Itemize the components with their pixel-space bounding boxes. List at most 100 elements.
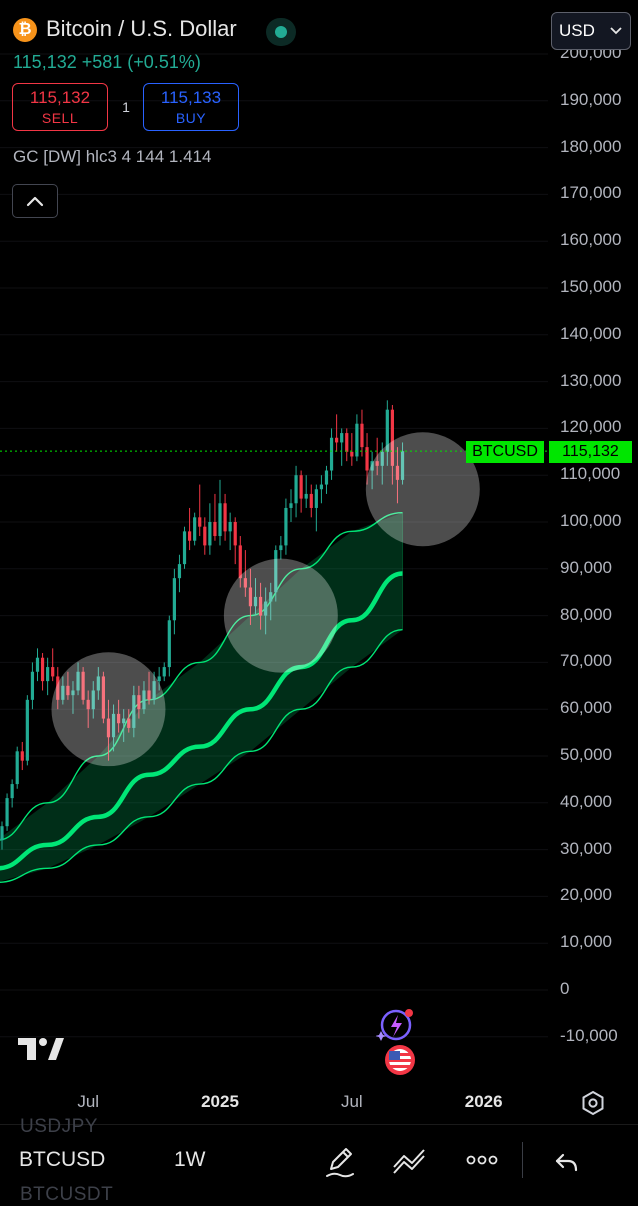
gaussian-channel [0,511,404,883]
candle-body [218,503,222,537]
more-icon[interactable] [466,1152,498,1168]
candle-body [46,667,50,682]
channel-upper-line [0,511,403,841]
us-flag-icon[interactable] [382,1043,418,1077]
y-tick-label: 70,000 [560,651,612,671]
y-tick-label: 110,000 [560,464,621,484]
candle-body [35,657,40,672]
candle-body [248,587,253,607]
last-price-badge: 115,132 [549,441,632,463]
channel-mid-line [0,571,403,871]
x-tick-label: Jul [340,1092,363,1111]
y-tick-label: 180,000 [560,136,622,156]
symbol-button[interactable]: BTCUSD [19,1148,106,1171]
candle-body [137,695,141,710]
candle-body [106,718,111,738]
candle-body [385,409,389,452]
candle-body [223,503,227,532]
candle-body [177,564,182,579]
candle-body [76,671,80,691]
candle-body [213,522,217,537]
candle-body [152,681,156,700]
price-change: 115,132 +581 (+0.51%) [13,52,201,73]
toolbar-divider [522,1142,523,1178]
candle-body [319,484,324,490]
symbol-list-item-prev[interactable]: USDJPY [20,1116,98,1137]
candle-body [5,798,9,827]
sell-button[interactable]: 115,132 SELL [12,83,108,131]
chevron-down-icon [610,27,622,35]
channel-fill [0,512,403,882]
y-tick-label: 140,000 [560,323,622,343]
collapse-legend-button[interactable] [12,184,58,218]
candle-body [365,447,369,471]
x-tick-label: 2026 [464,1092,503,1111]
spread: 1 [122,99,130,115]
chevron-up-icon [26,196,44,207]
candle-body [71,690,75,696]
ai-assistant-icon[interactable] [376,1008,416,1044]
settings-icon[interactable] [580,1090,606,1116]
currency-select[interactable]: USD [551,12,631,50]
sell-label: SELL [41,110,79,126]
change-value: +581 (+0.51%) [81,52,201,72]
buy-price: 115,133 [160,88,222,107]
candle-body [360,423,364,448]
x-tick-label: Jul [77,1092,100,1111]
y-tick-label: 30,000 [560,838,612,858]
candle-body [208,522,212,546]
candle-body [203,526,207,546]
candle-body [274,550,278,593]
undo-icon[interactable] [554,1150,580,1174]
candle-body [335,437,339,443]
candle-body [111,713,116,738]
candle-body [96,676,100,691]
candle-body [117,713,121,724]
candle-body [243,578,247,588]
candle-body [25,699,29,761]
y-tick-label: 10,000 [560,932,612,952]
candle-body [162,667,166,677]
symbol-title[interactable]: Bitcoin / U.S. Dollar [46,16,237,41]
candle-body [228,522,232,532]
candle-body [350,451,354,457]
sell-price: 115,132 [29,88,91,107]
candle-body [314,489,318,508]
candle-body [132,695,136,728]
y-tick-label: 90,000 [560,557,612,577]
interval-button[interactable]: 1W [174,1148,206,1171]
candle-body [127,718,131,728]
candle-body [264,601,268,616]
price-chart[interactable] [0,0,638,1124]
candle-body [122,718,126,724]
current-price: 115,132 [13,52,77,72]
highlight-circle [365,432,480,547]
candle-body [0,826,4,841]
candle-body [101,676,105,719]
candle-body [269,592,273,602]
candle-body [355,423,359,457]
indicator-legend[interactable]: GC [DW] hlc3 4 144 1.414 [13,147,212,166]
candle-body [375,461,379,466]
candle-body [147,690,151,700]
channel-lower-line [0,628,403,883]
y-tick-label: 20,000 [560,885,612,905]
pencil-icon[interactable] [324,1145,356,1179]
trend-line-icon[interactable] [392,1145,428,1175]
symbol-price-badge: BTCUSD [466,441,544,463]
candle-body [238,545,242,579]
x-tick-label: 2025 [201,1092,239,1111]
y-tick-label: 50,000 [560,745,612,764]
bitcoin-logo: ₿ [13,18,37,42]
chart-grid [0,53,548,1038]
candle-body [253,596,258,607]
y-tick-label: 160,000 [560,230,622,250]
candle-body [329,437,334,471]
buy-button[interactable]: 115,133 BUY [143,83,239,131]
tradingview-logo[interactable] [18,1036,64,1062]
bottom-toolbar [0,1124,638,1201]
symbol-list-item-next[interactable]: BTCUSDT [20,1184,114,1205]
y-tick-label: -10,000 [560,1025,618,1045]
candle-body [233,522,237,546]
y-tick-label: 150,000 [560,277,622,296]
